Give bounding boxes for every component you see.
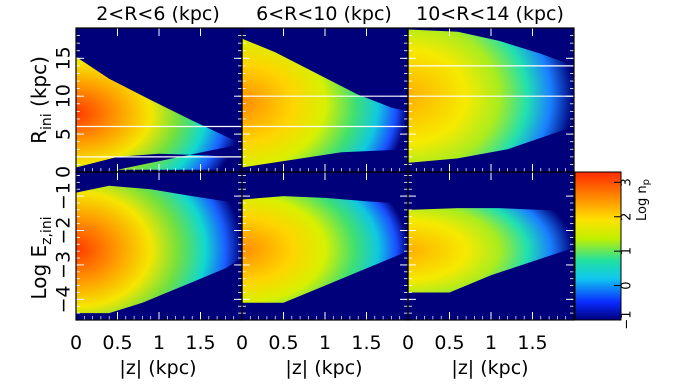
heatmap-panel	[408, 28, 574, 172]
y-tick-label: −2	[53, 217, 75, 245]
x-tick-label: 1	[319, 332, 331, 354]
x-tick-label: 1	[153, 332, 165, 354]
heatmap-panel	[76, 28, 242, 172]
radius-range-lines	[76, 65, 574, 158]
panel-frames	[75, 27, 575, 321]
x-axis-label-2: |z| (kpc)	[285, 357, 362, 379]
x-tick-label: 0.5	[434, 332, 464, 354]
x-tick-label: 0	[236, 332, 248, 354]
x-tick-label: 1.5	[517, 332, 547, 354]
colorbar-tick-label: 1	[620, 247, 635, 255]
colorbar: −1 0 1 2 3	[574, 171, 635, 330]
heatmap-panel	[408, 172, 574, 320]
x-tick-labels: 0 0.5 1 1.5 0 0.5 1 1.5 0 0.5 1 1.5	[70, 332, 548, 354]
y-axis-label-ez-sub: z,ini	[39, 216, 55, 244]
x-tick-label: 0	[402, 332, 414, 354]
column-title-3: 10<R<14 (kpc)	[416, 3, 564, 25]
colorbar-label-sub: p	[641, 179, 652, 185]
heatmap-panels	[76, 28, 574, 320]
y-tick-label: 15	[53, 46, 75, 70]
heatmap-panel	[242, 172, 408, 320]
density-region	[408, 208, 574, 293]
y-axis-label-rini-sub: ini	[39, 113, 55, 130]
y-tick-label: 5	[53, 128, 75, 140]
y-tick-label: 10	[53, 84, 75, 108]
y-tick-label: −4	[53, 285, 75, 313]
density-region	[242, 196, 408, 303]
colorbar-tick-label: −1	[620, 310, 635, 329]
colorbar-label: Log np	[635, 179, 652, 221]
x-tick-label: 0.5	[268, 332, 298, 354]
density-region	[242, 38, 408, 168]
colorbar-tick-label: 3	[620, 178, 635, 186]
x-tick-label: 0.5	[102, 332, 132, 354]
colorbar-tick-label: 2	[620, 213, 635, 221]
x-axis-label-1: |z| (kpc)	[119, 357, 196, 379]
colorbar-tick-label: 0	[620, 281, 635, 289]
x-tick-label: 0	[70, 332, 82, 354]
y-tick-label: −1	[53, 182, 75, 210]
y-tick-labels: 0 5 10 15 −4 −3 −2 −1	[53, 46, 75, 313]
y-tick-label: 0	[53, 166, 75, 178]
colorbar-gradient	[574, 171, 622, 321]
y-axis-label-rini: Rini (kpc)	[27, 56, 55, 144]
x-tick-label: 1	[485, 332, 497, 354]
column-title-1: 2<R<6 (kpc)	[96, 3, 220, 25]
x-axis-label-3: |z| (kpc)	[451, 357, 528, 379]
y-tick-label: −3	[53, 251, 75, 279]
density-region	[76, 185, 242, 314]
y-axis-label-ez: Log Ez,ini	[27, 216, 55, 299]
x-tick-label: 1.5	[351, 332, 381, 354]
heatmap-panel	[242, 28, 408, 172]
panel-frame	[407, 171, 575, 321]
column-title-2: 6<R<10 (kpc)	[256, 3, 392, 25]
x-tick-label: 1.5	[185, 332, 215, 354]
density-region	[76, 56, 242, 170]
heatmap-panel	[76, 172, 242, 320]
